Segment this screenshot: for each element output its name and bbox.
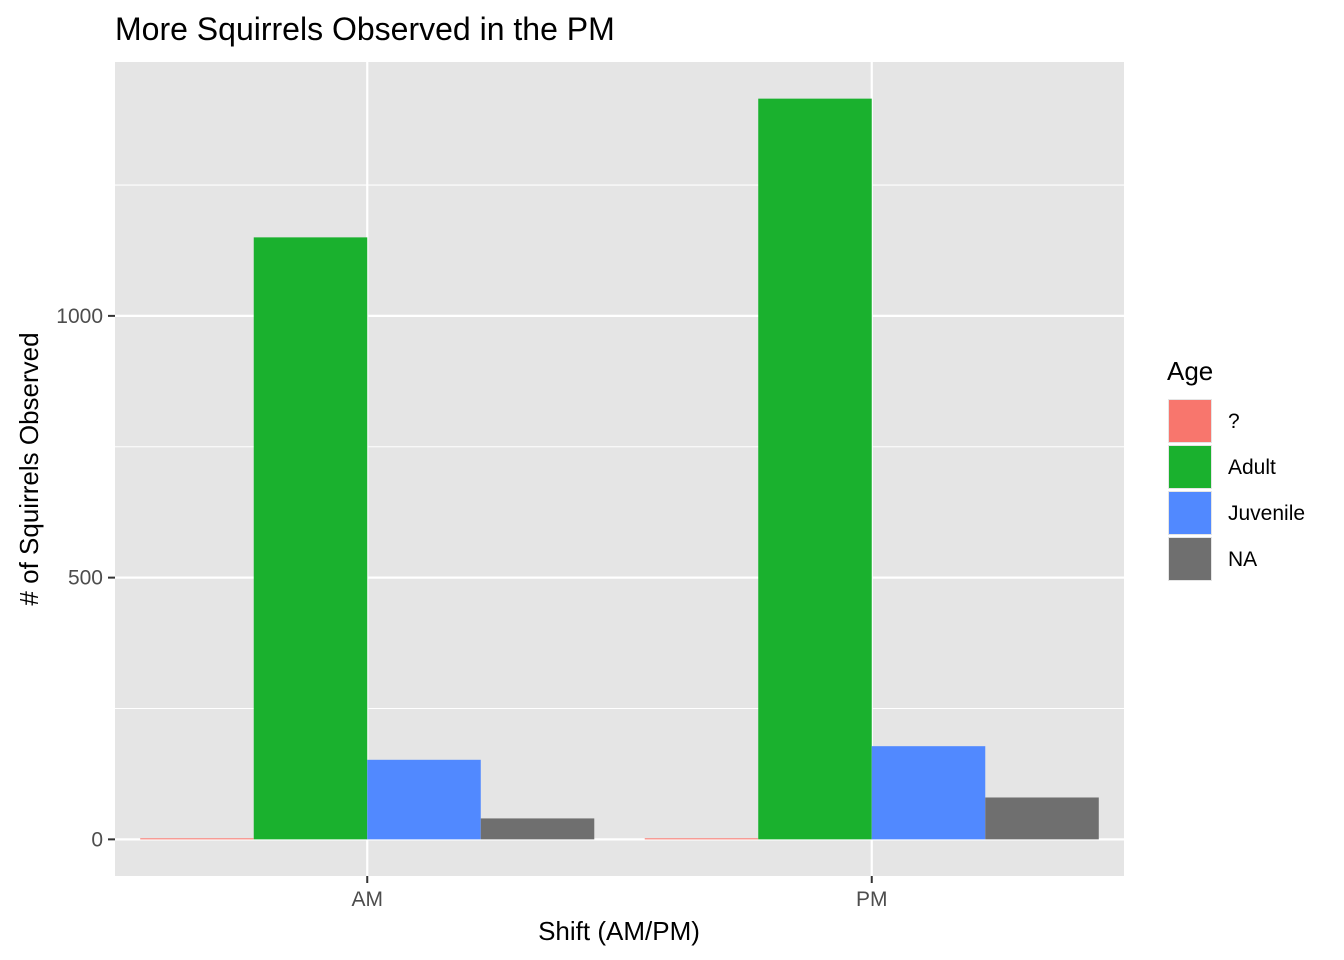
x-axis-title: Shift (AM/PM): [538, 916, 700, 946]
chart-title: More Squirrels Observed in the PM: [115, 11, 615, 47]
legend-title: Age: [1167, 356, 1213, 386]
bar-am-1: [140, 838, 254, 840]
y-axis-title: # of Squirrels Observed: [14, 332, 44, 605]
y-tick-label: 1000: [56, 305, 103, 328]
y-axis: 0 500 1000: [56, 305, 115, 851]
legend-label: Juvenile: [1228, 502, 1305, 525]
legend-swatch: [1169, 400, 1211, 442]
legend: Age ? Adult Juvenile NA: [1167, 356, 1305, 581]
y-tick-label: 500: [68, 567, 103, 590]
bars: [140, 98, 1099, 840]
legend-label: Adult: [1228, 456, 1276, 479]
legend-label: ?: [1228, 410, 1240, 433]
legend-swatch: [1169, 538, 1211, 580]
bar-pm-4: [985, 797, 1099, 840]
legend-swatch: [1169, 446, 1211, 488]
legend-label: NA: [1228, 548, 1257, 571]
x-tick-label: AM: [352, 888, 384, 911]
bar-am-2: [253, 237, 368, 840]
bar-pm-2: [758, 98, 872, 840]
x-axis: AM PM: [352, 876, 888, 911]
bar-am-3: [367, 759, 481, 840]
x-tick-label: PM: [856, 888, 888, 911]
y-tick-label: 0: [91, 828, 103, 851]
bar-pm-3: [871, 746, 986, 840]
bar-am-4: [480, 818, 595, 840]
bar-pm-1: [644, 838, 759, 840]
legend-swatch: [1169, 492, 1211, 534]
